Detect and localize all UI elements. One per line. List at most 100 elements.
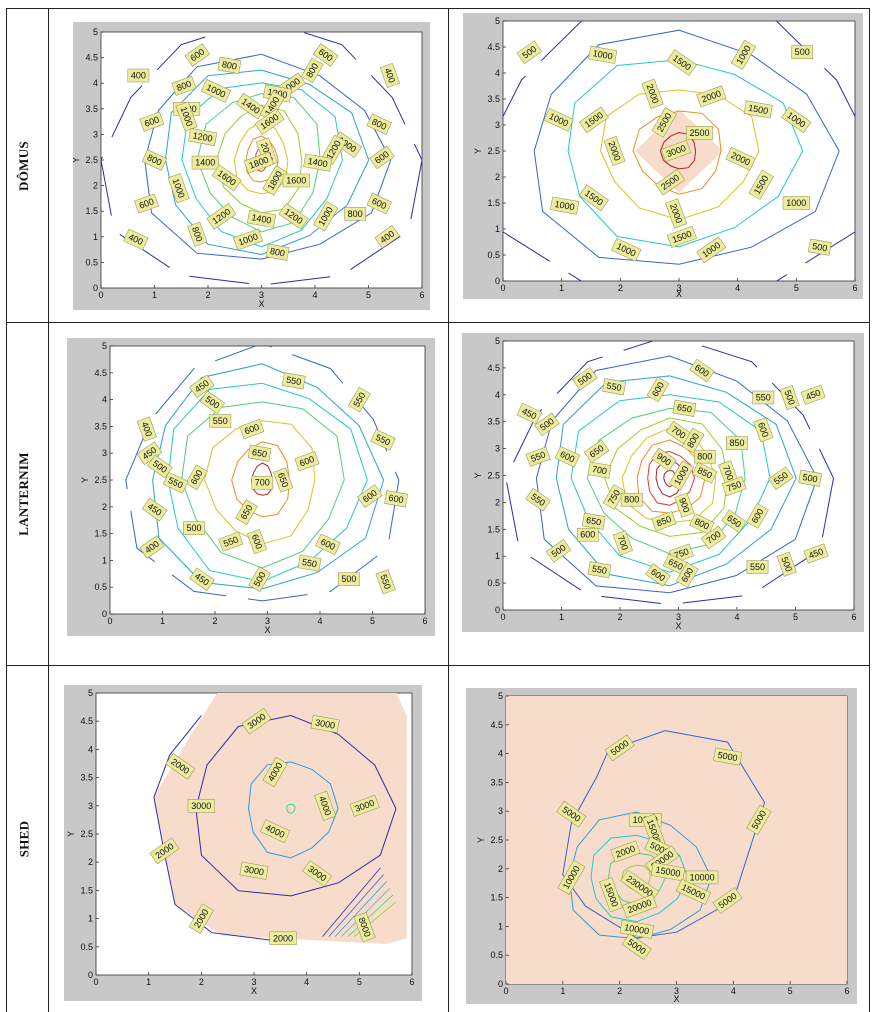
contour-label-text: 1400 — [195, 158, 215, 168]
y-tick-label: 5 — [495, 336, 500, 346]
contour-label: 500 — [183, 521, 205, 535]
contour-label: 15000 — [650, 862, 686, 882]
contour-label: 500 — [791, 45, 814, 59]
contour-label-text: 3000 — [191, 801, 211, 811]
table-border-middle — [448, 8, 449, 1012]
contour-label-text: 1000 — [554, 199, 575, 212]
x-tick-label: 5 — [794, 283, 799, 293]
y-tick-label: 4.5 — [487, 363, 500, 373]
contour-label-text: 500 — [779, 556, 794, 574]
x-tick-label: 4 — [304, 977, 309, 987]
contour-label: 800 — [689, 513, 715, 535]
contour-label-text: 700 — [255, 478, 270, 488]
y-tick-label: 2.5 — [80, 829, 93, 839]
y-tick-label: 4 — [102, 395, 107, 405]
contour-line-4000 — [247, 761, 339, 859]
contour-label: 700 — [700, 525, 727, 550]
contour-label: 550 — [602, 378, 626, 396]
contour-label: 650 — [721, 509, 747, 533]
contour-label: 600 — [676, 562, 699, 588]
x-axis-label: X — [673, 994, 679, 1004]
contour-label-text: 800 — [624, 495, 639, 505]
y-tick-label: 4.5 — [80, 716, 93, 726]
contour-label-text: 1600 — [286, 176, 306, 186]
contour-label-text: 500 — [802, 472, 819, 484]
contour-label: 800 — [620, 492, 643, 507]
contour-label-text: 10000 — [690, 872, 715, 882]
contour-label: 600 — [646, 376, 670, 403]
contour-label-text: 3000 — [243, 864, 264, 877]
contour-label-text: 1500 — [747, 103, 768, 116]
contour-label-text: 400 — [131, 71, 146, 81]
x-axis-label: X — [264, 625, 270, 635]
x-tick-label: 6 — [422, 616, 427, 626]
contour-label-text: 800 — [269, 246, 286, 258]
contour-label-text: 2500 — [689, 128, 709, 138]
x-tick-label: 2 — [212, 616, 217, 626]
x-tick-label: 1 — [146, 977, 151, 987]
contour-label: 450 — [516, 402, 542, 425]
contour-label-text: 750 — [673, 546, 691, 561]
y-tick-label: 1 — [495, 224, 500, 234]
contour-label-text: 1400 — [307, 156, 328, 169]
contour-label: 1000 — [200, 79, 232, 103]
contour-line-450 — [505, 341, 834, 606]
chart-domus-right: 500 1000 1500 1000 500 2000 2000 1000 1500 1500 10… — [463, 13, 863, 299]
x-tick-label: 5 — [793, 612, 798, 622]
contour-label: 450 — [800, 384, 826, 405]
contour-label-text: 550 — [222, 534, 240, 549]
contour-label: 550 — [218, 531, 244, 552]
contour-label: 600 — [184, 43, 211, 67]
contour-label: 800 — [681, 427, 705, 454]
y-tick-label: 2 — [498, 864, 503, 874]
contour-label-text: 1000 — [592, 48, 613, 61]
table-border-left — [6, 8, 7, 1012]
contour-label-text: 600 — [143, 114, 161, 129]
x-axis-label: X — [258, 299, 264, 309]
contour-label-text: 500 — [782, 389, 797, 407]
x-tick-label: 0 — [500, 283, 505, 293]
contour-label-text: 650 — [276, 471, 291, 489]
contour-label: 500 — [807, 238, 832, 256]
contour-line-2500 — [632, 110, 722, 195]
contour-label-text: 400 — [383, 67, 398, 85]
contour-label: 500 — [545, 539, 572, 563]
x-tick-label: 0 — [500, 612, 505, 622]
y-tick-label: 2 — [102, 502, 107, 512]
contour-label: 600 — [315, 533, 341, 556]
contour-label-text: 450 — [807, 546, 825, 561]
y-tick-label: 3.5 — [487, 417, 500, 427]
contour-label: 800 — [301, 57, 324, 84]
contour-label: 800 — [366, 113, 392, 135]
contour-label-text: 15000 — [655, 865, 681, 879]
y-axis-label: Y — [473, 472, 483, 478]
y-tick-label: 3.5 — [487, 94, 500, 104]
contour-label-text: 5000 — [717, 750, 738, 763]
x-tick-label: 2 — [617, 612, 622, 622]
contour-label: 2000 — [696, 85, 727, 108]
contour-label-text: 600 — [580, 530, 595, 540]
contour-label-text: 550 — [591, 563, 608, 575]
x-tick-label: 6 — [419, 290, 424, 300]
contour-label: 800 — [141, 149, 168, 171]
contour-label: 850 — [726, 436, 748, 450]
contour-label-text: 650 — [251, 447, 268, 459]
contour-label: 1400 — [246, 209, 277, 228]
contour-label-text: 600 — [138, 196, 156, 211]
contour-label: 600 — [384, 490, 408, 508]
contour-label: 10000 — [685, 870, 719, 885]
y-tick-label: 0 — [495, 605, 500, 615]
table-border-right — [869, 8, 870, 1012]
chart-lanternim-right: 500 550 600 600 550 500 450 450 500 650 700 800 850 6… — [462, 333, 864, 632]
y-tick-label: 1 — [88, 914, 93, 924]
contour-label: 2000 — [269, 931, 297, 946]
x-tick-label: 0 — [93, 977, 98, 987]
contour-line-400 — [101, 32, 422, 286]
contour-label: 500 — [147, 454, 173, 479]
contour-label-text: 3000 — [314, 717, 335, 730]
contour-label-text: 800 — [190, 225, 205, 243]
contour-label: 400 — [127, 68, 150, 83]
contour-label-text: 800 — [175, 79, 193, 94]
contour-label-text: 500 — [812, 241, 829, 253]
